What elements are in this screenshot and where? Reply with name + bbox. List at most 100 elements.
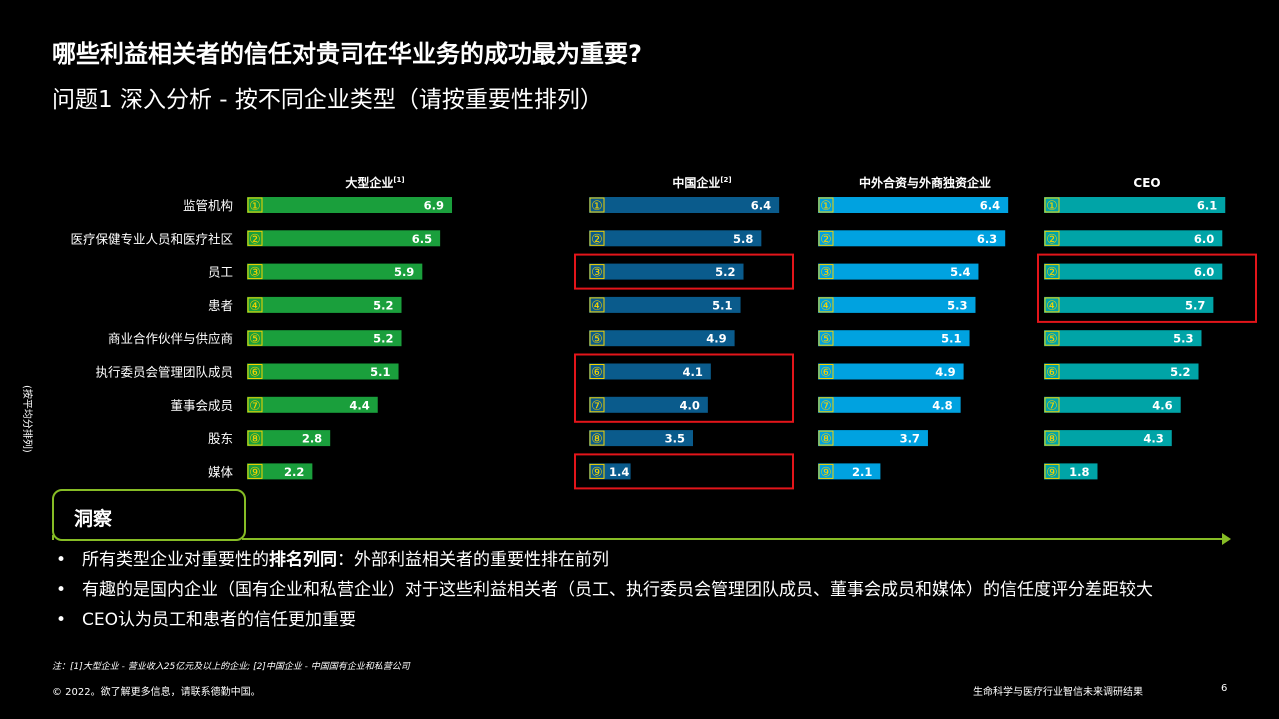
data-label: 5.9 <box>394 265 414 279</box>
copyright: © 2022。欲了解更多信息，请联系德勤中国。 <box>52 687 261 698</box>
rank-badge <box>589 230 605 246</box>
data-label: 6.4 <box>980 199 1000 213</box>
data-label: 6.3 <box>977 232 997 246</box>
data-label: 6.9 <box>424 199 444 213</box>
bar <box>247 330 402 347</box>
bar <box>589 230 762 247</box>
data-label: 4.9 <box>935 365 955 379</box>
page-number: 6 <box>1221 683 1228 694</box>
category-label: 商业合作伙伴与供应商 <box>108 331 233 346</box>
bar <box>589 363 711 380</box>
rank-badge <box>247 364 263 379</box>
rank-badge <box>818 297 834 313</box>
data-label: 4.4 <box>349 398 369 412</box>
bar <box>247 263 423 280</box>
data-label: 4.6 <box>1152 398 1172 412</box>
rank-badge <box>1044 297 1060 313</box>
data-label: 6.1 <box>1197 199 1217 213</box>
highlight-box <box>574 253 794 290</box>
data-label: 1.8 <box>1069 465 1089 479</box>
rank-badge <box>1044 230 1060 246</box>
page-title: 哪些利益相关者的信任对贵司在华业务的成功最为重要? <box>52 40 642 68</box>
rank-badge <box>247 197 263 213</box>
data-label: 3.5 <box>665 432 685 446</box>
rank-badge <box>247 264 263 280</box>
data-label: 6.5 <box>412 232 432 246</box>
panel-header: 中外合资与外商独资企业 <box>859 175 991 190</box>
panel-header: 中国企业[2] <box>672 175 731 190</box>
rank-badge <box>589 364 605 379</box>
insight-bullet: 所有类型企业对重要性的排名列同：外部利益相关者的重要性排在前列 <box>56 549 1236 572</box>
bar <box>818 463 881 480</box>
panel-header: CEO <box>1133 176 1160 190</box>
bullet-text: 有趣的是国内企业（国有企业和私营企业）对于这些利益相关者（员工、执行委员会管理团… <box>82 580 1153 600</box>
data-label: 4.3 <box>1143 432 1163 446</box>
bar <box>247 463 313 480</box>
rank-badge <box>589 397 605 413</box>
bar <box>1044 197 1226 213</box>
rank-number: ⑥ <box>591 366 603 381</box>
rank-badge <box>1044 197 1060 213</box>
rank-badge <box>1044 463 1060 479</box>
rank-badge <box>818 430 834 446</box>
rank-badge <box>1044 330 1060 346</box>
footnote: 注：[1]大型企业 - 营业收入25亿元及以上的企业; [2]中国企业 - 中国… <box>52 662 410 672</box>
category-label: 监管机构 <box>183 198 233 213</box>
rank-badge <box>818 330 834 346</box>
rank-number: ⑥ <box>249 366 261 381</box>
page-subtitle: 问题1 深入分析 - 按不同企业类型（请按重要性排列） <box>52 87 603 113</box>
data-label: 4.9 <box>706 332 726 346</box>
rank-number: ③ <box>820 266 832 281</box>
data-label: 5.2 <box>1170 365 1190 379</box>
bar <box>818 430 928 447</box>
rank-number: ⑨ <box>1046 465 1058 480</box>
data-label: 5.1 <box>370 365 390 379</box>
rank-badge <box>1044 430 1060 446</box>
highlight-box <box>1037 253 1257 323</box>
bullet-emphasis: 排名列同 <box>269 550 337 570</box>
bar <box>1044 296 1214 313</box>
rank-number: ⑨ <box>820 465 832 480</box>
stakeholder-trust-chart: 监管机构医疗保健专业人员和医疗社区员工患者商业合作伙伴与供应商执行委员会管理团队… <box>70 175 1257 490</box>
insight-label: 洞察 <box>74 508 113 530</box>
bar <box>1044 330 1202 347</box>
rank-number: ④ <box>820 299 832 314</box>
rank-badge <box>818 197 834 213</box>
rank-badge <box>589 430 605 446</box>
highlight-box <box>574 353 794 423</box>
category-label: 医疗保健专业人员和医疗社区 <box>70 231 233 246</box>
rank-number: ② <box>820 232 832 247</box>
rank-number: ② <box>1046 266 1058 281</box>
bar <box>818 296 976 313</box>
rank-number: ⑤ <box>1046 332 1058 347</box>
rank-badge <box>247 297 263 313</box>
bullet-text: 所有类型企业对重要性的 <box>82 550 269 570</box>
bar <box>247 430 331 447</box>
bar <box>247 396 378 413</box>
rank-number: ⑨ <box>591 465 603 480</box>
report-name: 生命科学与医疗行业智信未来调研结果 <box>973 687 1143 698</box>
insight-bullet: CEO认为员工和患者的信任更加重要 <box>56 609 1236 632</box>
rank-badge <box>1044 364 1060 379</box>
rank-number: ④ <box>1046 299 1058 314</box>
panel-header: 大型企业[1] <box>345 175 404 190</box>
data-label: 4.8 <box>932 398 952 412</box>
rank-number: ⑧ <box>249 432 261 447</box>
bar <box>589 263 744 280</box>
data-label: 5.4 <box>950 265 970 279</box>
rank-number: ② <box>249 232 261 247</box>
category-label: 患者 <box>208 298 233 313</box>
bar <box>818 263 979 280</box>
arrow-right-icon <box>1222 533 1231 545</box>
rank-number: ⑤ <box>820 332 832 347</box>
rank-number: ⑧ <box>591 432 603 447</box>
category-label: 股东 <box>208 431 233 446</box>
bar <box>589 197 780 213</box>
rank-badge <box>818 230 834 246</box>
rank-number: ⑥ <box>820 366 832 381</box>
category-label: 执行委员会管理团队成员 <box>95 365 233 380</box>
data-label: 4.0 <box>679 398 699 412</box>
rank-badge <box>818 264 834 280</box>
rank-badge <box>1044 264 1060 280</box>
bar <box>589 396 708 413</box>
